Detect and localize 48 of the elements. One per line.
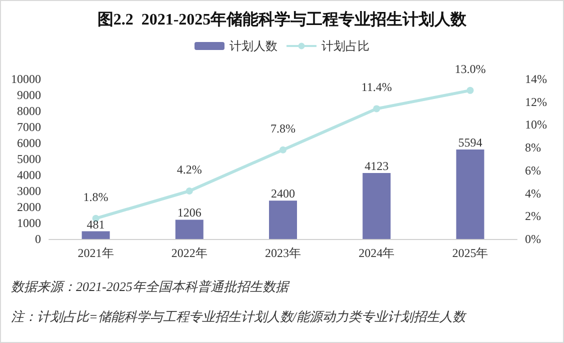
legend-label: 计划占比: [322, 39, 370, 53]
data-label: 2400: [271, 186, 295, 201]
y-tick-label: 10000: [11, 72, 41, 86]
chart-title: 图2.2 2021-2025年储能科学与工程专业招生计划人数: [97, 10, 468, 28]
point: [186, 188, 193, 194]
source-note: 数据来源：2021-2025年全国本科普通批招生数据: [11, 278, 288, 296]
y-tick-label: 8000: [17, 104, 41, 118]
x-tick-label: 2021年: [78, 246, 114, 260]
data-label: 5594: [458, 135, 482, 150]
y2-tick-label: 12%: [525, 94, 547, 109]
data-label: 1.8%: [83, 190, 108, 204]
bar: [175, 220, 204, 239]
point: [373, 105, 380, 112]
y-tick-label: 9000: [17, 88, 41, 102]
bar: [269, 200, 297, 239]
data-label: 4123: [364, 159, 389, 174]
y2-tick-label: 6%: [525, 163, 541, 178]
y2-tick-label: 2%: [525, 209, 541, 224]
y-tick-label: 4000: [17, 168, 41, 182]
data-label: 11.4%: [361, 80, 392, 94]
y-tick-label: 7000: [17, 120, 41, 134]
data-label: 4.2%: [176, 162, 202, 176]
y-tick-label: 6000: [17, 136, 41, 150]
x-tick-label: 2023年: [265, 246, 301, 260]
y-tick-label: 0: [35, 232, 41, 246]
bar: [82, 231, 110, 239]
data-label: 1206: [177, 206, 202, 220]
y2-tick-label: 10%: [525, 118, 547, 132]
point: [280, 146, 286, 154]
y-tick-label: 5000: [17, 152, 41, 166]
bar: [362, 173, 391, 239]
x-tick-label: 2024年: [358, 246, 395, 260]
legend-label: 计划人数: [230, 39, 278, 53]
data-label: 481: [86, 217, 105, 232]
y-tick-label: 2000: [17, 200, 41, 214]
bar: [456, 149, 484, 239]
text: 注：计划占比=储能科学与工程专业招生计划人数/能源动力类专业计划招生人数: [11, 308, 466, 326]
y-tick-label: 3000: [17, 184, 41, 198]
y2-tick-label: 4%: [525, 186, 541, 200]
x-tick-label: 2022年: [171, 246, 208, 260]
y2-tick-label: 0%: [525, 232, 541, 246]
y2-tick-label: 14%: [525, 72, 547, 86]
data-label: 7.8%: [270, 121, 296, 136]
y-tick-label: 1000: [17, 216, 41, 230]
point: [466, 86, 474, 94]
x-tick-label: 2025年: [452, 246, 488, 260]
y2-tick-label: 8%: [525, 140, 541, 155]
data-label: 13.0%: [454, 62, 486, 76]
